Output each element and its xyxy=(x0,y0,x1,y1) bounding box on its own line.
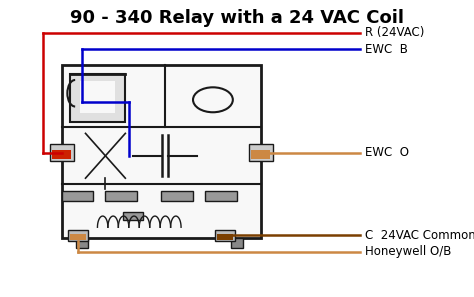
Text: R (24VAC): R (24VAC) xyxy=(365,26,424,39)
Text: EWC  B: EWC B xyxy=(365,42,408,56)
Bar xyxy=(62,65,261,238)
Text: 90 - 340 Relay with a 24 VAC Coil: 90 - 340 Relay with a 24 VAC Coil xyxy=(70,9,404,27)
Bar xyxy=(50,144,73,162)
Bar xyxy=(80,81,115,113)
Bar xyxy=(123,212,143,220)
Text: C  24VAC Common: C 24VAC Common xyxy=(365,229,474,242)
Bar xyxy=(231,238,243,248)
Circle shape xyxy=(193,87,233,112)
Bar xyxy=(251,150,270,159)
Bar xyxy=(70,234,85,240)
Bar xyxy=(105,191,137,201)
Bar xyxy=(68,230,88,241)
Text: Honeywell O/B: Honeywell O/B xyxy=(365,245,451,258)
Bar xyxy=(205,191,237,201)
Bar xyxy=(52,150,71,159)
Bar xyxy=(75,238,88,248)
Bar xyxy=(70,74,125,122)
Text: EWC  O: EWC O xyxy=(365,146,409,159)
Bar xyxy=(215,230,235,241)
Bar xyxy=(62,191,93,201)
Bar xyxy=(217,234,233,240)
Bar xyxy=(161,191,193,201)
Bar xyxy=(249,144,273,162)
